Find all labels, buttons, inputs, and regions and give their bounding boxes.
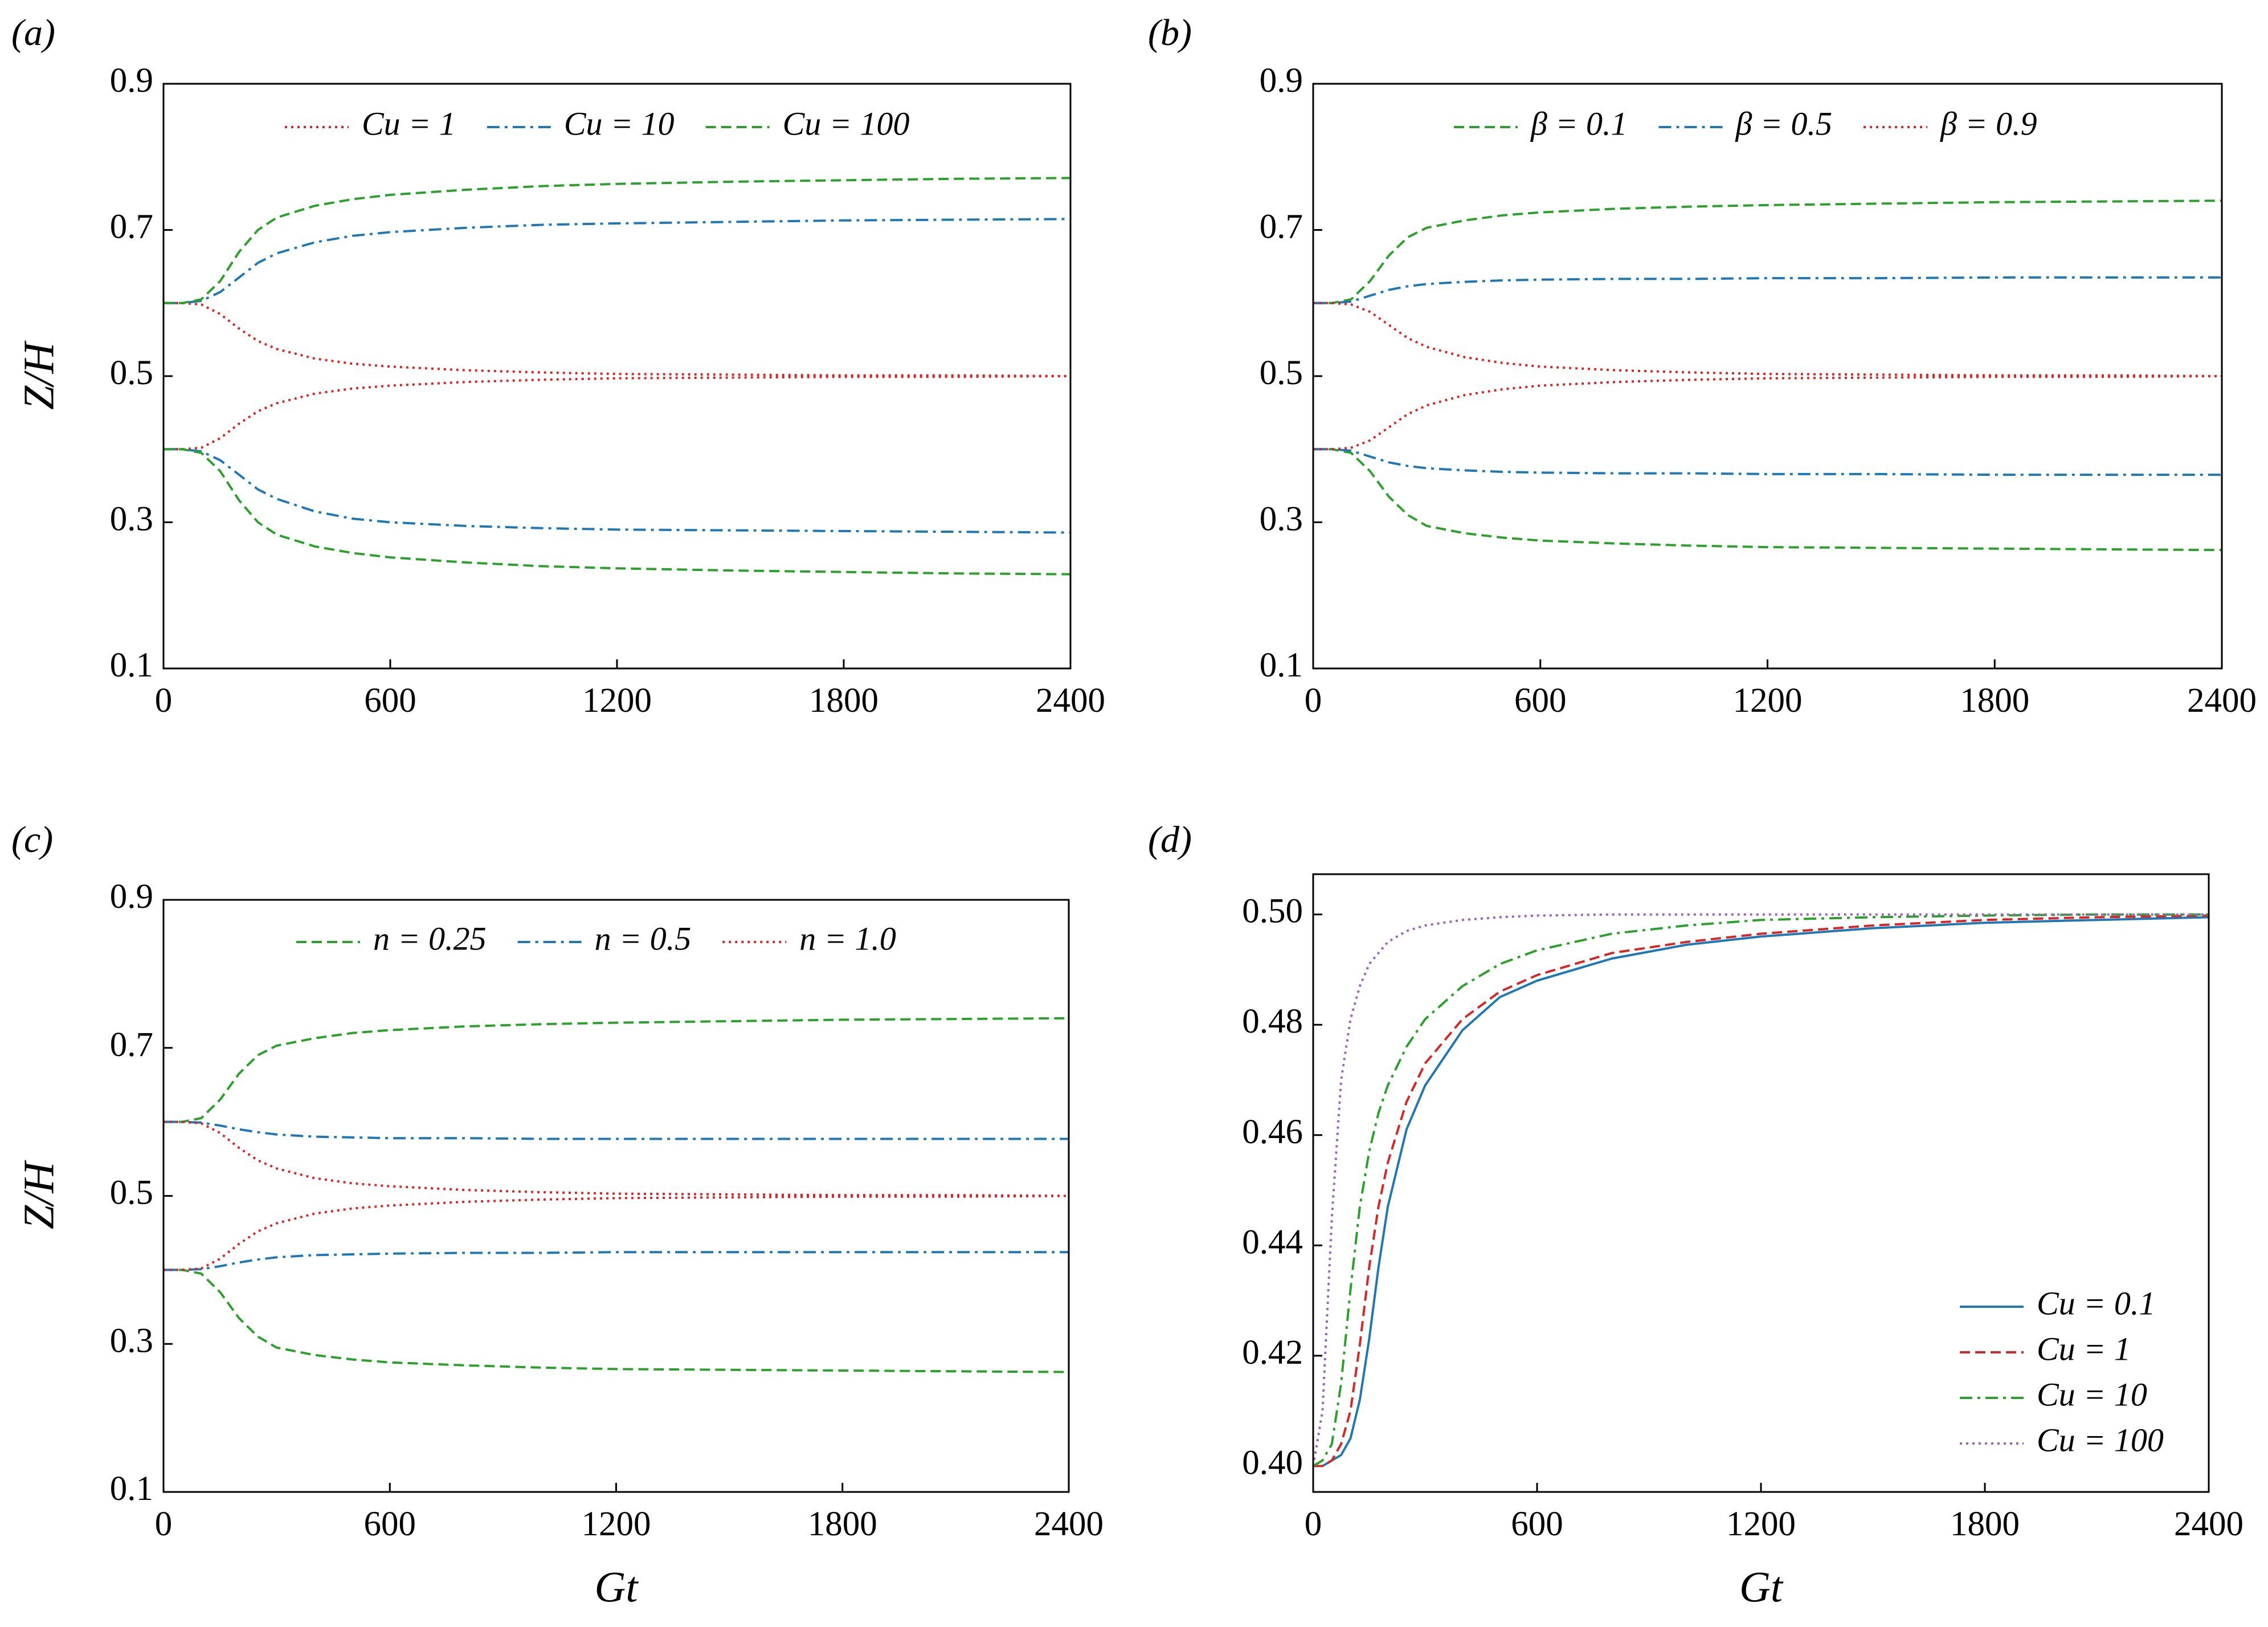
x-axis-label: Gt [595, 1563, 639, 1611]
panel-label: (d) [1148, 819, 1192, 861]
legend-label: Cu = 10 [564, 105, 675, 142]
y-tick-label: 0.3 [1260, 500, 1303, 539]
legend-label: Cu = 1 [362, 105, 456, 142]
y-tick-label: 0.3 [110, 500, 153, 539]
y-tick-label: 0.1 [110, 646, 153, 684]
plot-frame [1312, 83, 2223, 670]
y-tick-label: 0.5 [110, 354, 153, 392]
legend-label: β = 0.1 [1530, 105, 1628, 142]
x-tick-label: 2400 [1034, 1505, 1104, 1543]
x-tick-label: 600 [364, 682, 416, 720]
y-tick-label: 0.3 [110, 1322, 153, 1360]
y-tick-label: 0.50 [1242, 892, 1303, 931]
line-values [1313, 916, 2209, 1467]
line-lower [164, 1194, 1069, 1271]
panel-label: (c) [11, 819, 53, 861]
y-tick-label: 0.7 [110, 208, 153, 246]
x-axis-label: Gt [1739, 1563, 1784, 1611]
line-upper [164, 1017, 1069, 1123]
line-lower [1313, 448, 2222, 552]
panel-label: (a) [11, 12, 55, 54]
x-tick-label: 2400 [2174, 1505, 2244, 1543]
y-tick-label: 0.48 [1242, 1002, 1303, 1041]
line-upper [164, 177, 1071, 304]
legend-label: Cu = 100 [783, 105, 910, 142]
x-tick-label: 2400 [1036, 682, 1105, 720]
line-lower [1313, 448, 2222, 476]
line-values [1312, 913, 2209, 1466]
y-tick-label: 0.42 [1242, 1334, 1303, 1372]
panel-label: (b) [1148, 12, 1192, 54]
y-axis-label: Z/H [15, 1160, 63, 1229]
y-tick-label: 0.1 [110, 1470, 153, 1508]
line-lower [164, 1269, 1069, 1373]
legend-label: n = 0.25 [373, 920, 487, 957]
plot-frame [162, 899, 1070, 1493]
x-tick-label: 600 [1511, 1505, 1563, 1543]
legend-label: n = 0.5 [595, 920, 692, 957]
line-values [1313, 914, 2209, 1467]
legend-label: Cu = 10 [2037, 1376, 2147, 1413]
x-tick-label: 600 [1514, 682, 1567, 720]
x-tick-label: 1800 [1960, 682, 2029, 720]
y-tick-label: 0.5 [110, 1174, 153, 1212]
y-tick-label: 0.5 [1260, 354, 1303, 392]
y-tick-label: 0.9 [110, 878, 153, 916]
x-tick-label: 600 [364, 1505, 416, 1543]
x-tick-label: 1200 [1726, 1505, 1796, 1543]
line-lower [1313, 375, 2222, 451]
line-values [1312, 913, 2209, 1467]
legend-label: Cu = 0.1 [2037, 1285, 2155, 1322]
line-upper [1313, 199, 2222, 304]
line-upper [1313, 276, 2222, 304]
x-tick-label: 0 [155, 1505, 173, 1543]
line-upper [164, 1120, 1069, 1140]
y-tick-label: 0.9 [1260, 62, 1303, 100]
line-lower [164, 1251, 1069, 1271]
legend-label: n = 1.0 [799, 920, 896, 957]
x-tick-label: 2400 [2187, 682, 2257, 720]
y-axis-label: Z/H [15, 340, 63, 410]
line-upper [164, 1120, 1069, 1197]
x-tick-label: 1200 [582, 682, 652, 720]
line-lower [164, 448, 1071, 576]
line-lower [164, 375, 1071, 451]
y-tick-label: 0.9 [110, 62, 153, 100]
x-tick-label: 0 [1305, 682, 1322, 720]
x-tick-label: 0 [1305, 1505, 1322, 1543]
x-tick-label: 0 [155, 682, 173, 720]
line-upper [164, 218, 1071, 304]
plot-frame [162, 83, 1072, 670]
plot-frame [1312, 873, 2210, 1493]
line-upper [164, 301, 1071, 377]
x-tick-label: 1200 [1733, 682, 1803, 720]
legend-label: Cu = 100 [2037, 1421, 2164, 1458]
legend-label: Cu = 1 [2037, 1330, 2131, 1367]
legend-label: β = 0.9 [1940, 105, 2037, 142]
x-tick-label: 1200 [582, 1505, 651, 1543]
y-tick-label: 0.44 [1242, 1223, 1303, 1261]
x-tick-label: 1800 [808, 1505, 877, 1543]
line-upper [1313, 301, 2222, 377]
x-tick-label: 1800 [809, 682, 878, 720]
y-tick-label: 0.1 [1260, 646, 1303, 684]
y-tick-label: 0.46 [1242, 1113, 1303, 1151]
y-tick-label: 0.40 [1242, 1444, 1303, 1482]
line-lower [164, 448, 1071, 534]
y-tick-label: 0.7 [110, 1026, 153, 1064]
legend-label: β = 0.5 [1735, 105, 1833, 142]
y-tick-label: 0.7 [1260, 208, 1303, 246]
x-tick-label: 1800 [1950, 1505, 2020, 1543]
